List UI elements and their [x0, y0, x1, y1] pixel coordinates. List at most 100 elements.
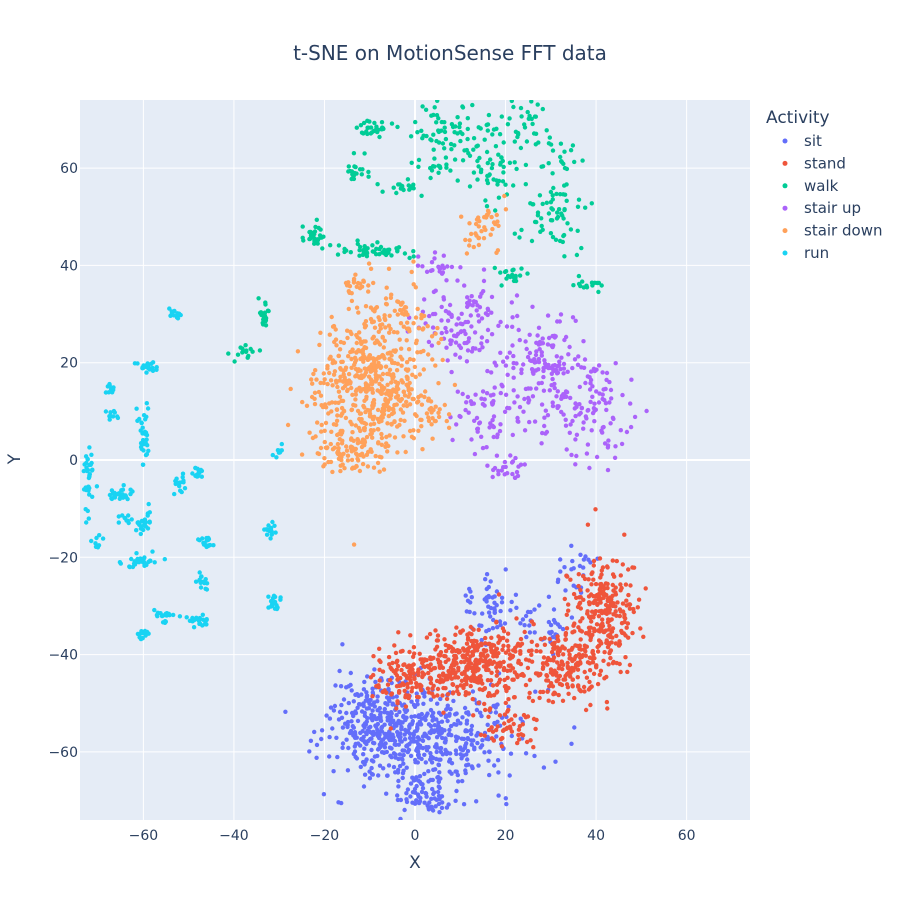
- data-point: [570, 418, 575, 424]
- data-point: [330, 469, 335, 475]
- data-point: [395, 770, 401, 775]
- data-point: [360, 347, 366, 353]
- data-point: [366, 283, 371, 288]
- data-point: [162, 557, 167, 562]
- data-point: [285, 422, 291, 428]
- data-point: [611, 416, 616, 422]
- data-point: [87, 492, 92, 497]
- data-point: [538, 636, 544, 642]
- data-point: [395, 330, 400, 335]
- data-point: [557, 238, 563, 244]
- data-point: [319, 403, 324, 408]
- data-point: [420, 447, 425, 452]
- data-point: [628, 424, 634, 430]
- data-point: [485, 180, 491, 186]
- data-point: [387, 698, 392, 704]
- data-point: [502, 472, 507, 477]
- data-point: [591, 577, 596, 582]
- data-point: [515, 419, 520, 424]
- data-point: [568, 227, 574, 232]
- data-point: [440, 735, 445, 741]
- data-point: [344, 685, 349, 690]
- data-point: [618, 582, 623, 587]
- data-point: [409, 160, 414, 165]
- data-point: [403, 449, 408, 455]
- data-point: [476, 215, 481, 220]
- data-point: [383, 401, 389, 407]
- data-point: [295, 349, 301, 354]
- data-point: [582, 357, 588, 362]
- data-point: [365, 118, 370, 124]
- data-point: [486, 112, 492, 118]
- data-point: [421, 658, 426, 664]
- data-point: [623, 582, 629, 587]
- data-point: [310, 435, 316, 441]
- data-point: [404, 399, 409, 405]
- data-point: [486, 627, 492, 633]
- data-point: [476, 125, 481, 130]
- data-point: [181, 479, 186, 485]
- data-point: [432, 256, 437, 261]
- data-point: [401, 714, 406, 719]
- data-point: [339, 702, 344, 708]
- data-point: [434, 717, 439, 722]
- data-point: [198, 585, 204, 590]
- data-point: [398, 649, 404, 654]
- data-point: [436, 720, 441, 725]
- data-point: [278, 595, 283, 600]
- data-point: [554, 216, 560, 221]
- data-point: [470, 303, 475, 308]
- data-point: [360, 738, 366, 743]
- data-point: [458, 321, 463, 326]
- data-point: [465, 348, 471, 353]
- data-point: [461, 685, 466, 691]
- data-point: [375, 753, 380, 759]
- data-point: [583, 205, 588, 210]
- data-point: [351, 731, 356, 736]
- data-point: [336, 389, 342, 394]
- data-point: [426, 415, 431, 420]
- data-point: [322, 439, 327, 445]
- data-point: [406, 367, 411, 372]
- data-point: [530, 121, 535, 127]
- data-point: [469, 727, 474, 733]
- data-point: [414, 694, 420, 700]
- data-point: [366, 261, 372, 266]
- data-point: [502, 459, 508, 465]
- data-point: [573, 643, 578, 648]
- data-point: [549, 371, 554, 376]
- data-point: [546, 141, 552, 146]
- data-point: [497, 637, 503, 643]
- data-point: [399, 727, 404, 732]
- data-point: [317, 342, 322, 348]
- data-point: [372, 325, 378, 330]
- data-point: [572, 695, 577, 701]
- data-point: [478, 678, 484, 683]
- data-point: [318, 330, 323, 335]
- data-point: [502, 721, 507, 726]
- data-point: [536, 356, 541, 362]
- data-point: [476, 644, 481, 650]
- data-point: [440, 693, 445, 698]
- data-point: [107, 492, 113, 498]
- data-point: [558, 154, 563, 160]
- data-point: [539, 216, 544, 221]
- data-point: [427, 800, 432, 805]
- data-point: [471, 147, 476, 152]
- data-point: [345, 453, 351, 458]
- data-point: [371, 421, 377, 426]
- data-point: [429, 334, 435, 339]
- series-stair-down: [285, 193, 509, 547]
- data-point: [530, 698, 536, 704]
- data-point: [496, 770, 501, 775]
- data-point: [318, 445, 324, 451]
- data-point: [591, 366, 597, 371]
- data-point: [513, 649, 518, 654]
- data-point: [588, 369, 594, 374]
- data-point: [387, 392, 392, 398]
- data-point: [599, 283, 604, 288]
- data-point: [184, 615, 189, 620]
- data-point: [348, 380, 353, 385]
- data-point: [340, 725, 346, 730]
- data-point: [354, 284, 359, 289]
